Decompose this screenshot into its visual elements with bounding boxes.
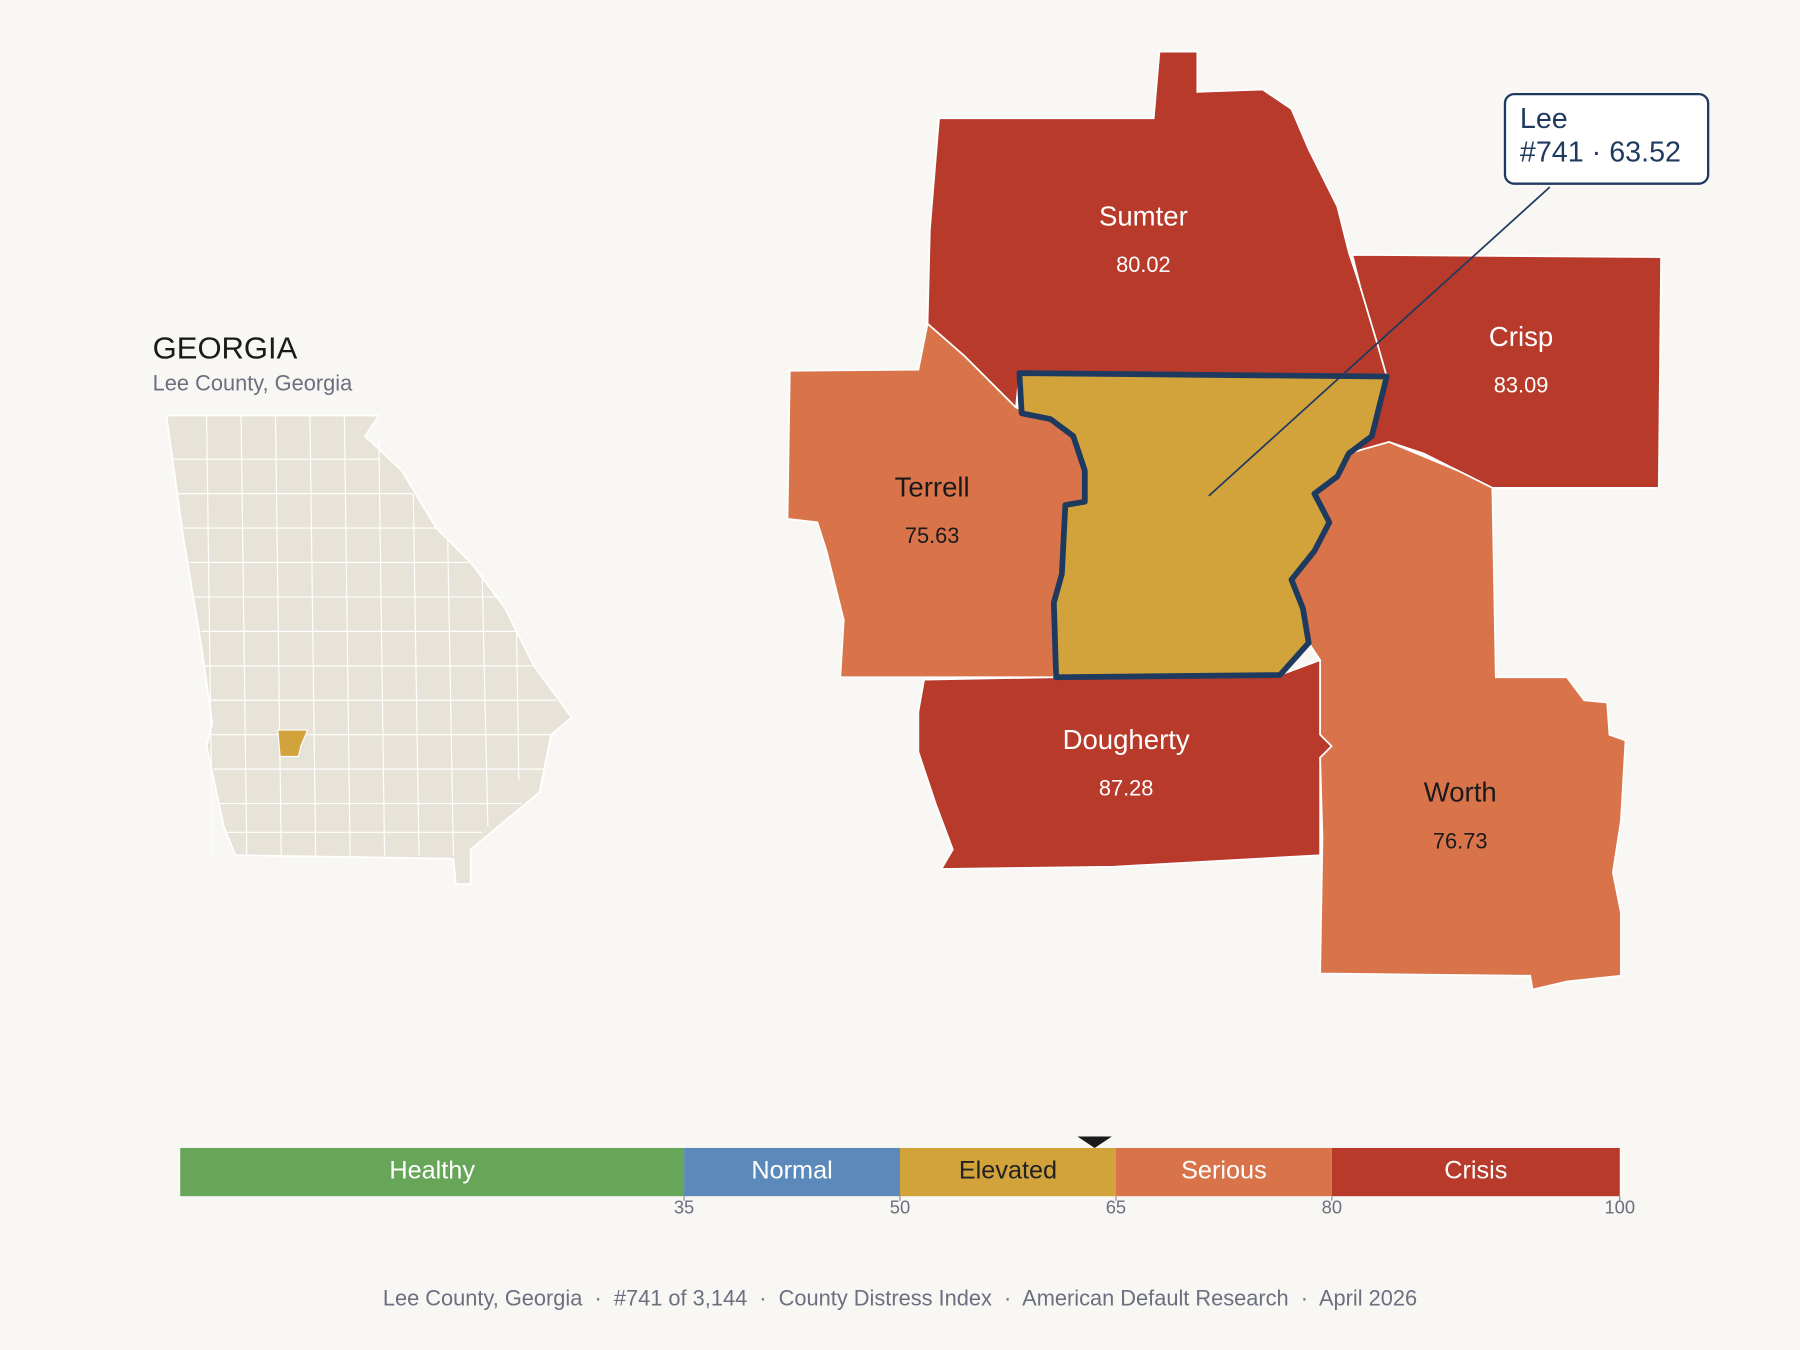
inset-subtitle: Lee County, Georgia (153, 370, 353, 395)
selected-county-inset (277, 729, 309, 758)
legend-band (900, 1147, 1116, 1197)
county-name: Crisp (1489, 321, 1553, 352)
legend-tick-label: 50 (890, 1197, 910, 1218)
legend-band (1331, 1147, 1620, 1197)
county (917, 658, 1333, 870)
legend-label: Crisis (1444, 1157, 1507, 1185)
legend-tick-label: 65 (1106, 1197, 1126, 1218)
legend-band (684, 1147, 900, 1197)
legend-tick-label: 80 (1322, 1197, 1342, 1218)
legend-band (180, 1147, 685, 1197)
county-name: Dougherty (1063, 724, 1190, 755)
county-score: 76.73 (1433, 828, 1488, 853)
legend: Healthy Normal Elevated Serious Crisis 35 50 65… (180, 1136, 1635, 1218)
legend-band (1115, 1147, 1332, 1197)
callout-box (1503, 92, 1710, 185)
county-name: Sumter (1099, 200, 1188, 231)
county-name: Worth (1424, 777, 1497, 808)
footer: Lee County, Georgia · #741 of 3,144 · Co… (383, 1285, 1417, 1310)
callout: Lee #741 · 63.52 (1208, 92, 1710, 497)
county-score: 83.09 (1494, 373, 1549, 398)
inset-title: GEORGIA (153, 330, 298, 365)
selected-county (1016, 370, 1390, 681)
county-lines (172, 415, 557, 856)
callout-rank: #741 · 63.52 (1520, 136, 1681, 168)
county-name: Terrell (895, 471, 970, 502)
callout-name: Lee (1520, 103, 1568, 135)
county-map: Sumter 80.02 Crisp 83.09 Terrell 75.63 Dougher… (786, 50, 1662, 991)
county-score: 80.02 (1116, 252, 1171, 277)
legend-label: Elevated (959, 1157, 1057, 1185)
state-inset (165, 414, 573, 885)
county-score: 87.28 (1099, 776, 1154, 801)
legend-label: Serious (1181, 1157, 1267, 1185)
legend-label: Healthy (389, 1157, 475, 1185)
state-outline (165, 414, 573, 885)
callout-leader (1208, 186, 1551, 497)
legend-tick-label: 35 (674, 1197, 694, 1218)
legend-label: Normal (751, 1157, 832, 1185)
legend-tick-label: 100 (1604, 1197, 1635, 1218)
score-marker (1077, 1136, 1112, 1148)
county-score: 75.63 (905, 523, 960, 548)
